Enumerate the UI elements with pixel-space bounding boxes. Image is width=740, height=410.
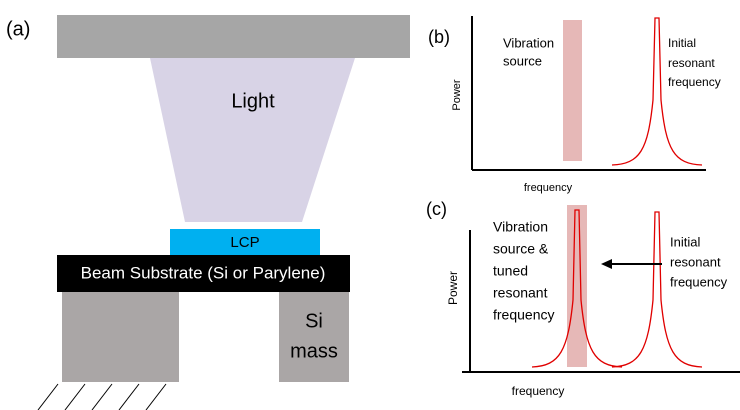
resonance-label: resonant bbox=[668, 56, 715, 70]
si-mass bbox=[279, 292, 349, 382]
source-label: resonant bbox=[493, 285, 548, 301]
lcp-label: LCP bbox=[230, 234, 259, 251]
light-beam bbox=[150, 58, 355, 222]
anchor bbox=[62, 292, 179, 382]
beam-label: Beam Substrate (Si or Parylene) bbox=[81, 263, 326, 282]
shift-arrowhead bbox=[601, 259, 612, 269]
resonance-label: Initial bbox=[670, 234, 700, 249]
mass-label: mass bbox=[290, 340, 338, 362]
source-label: source bbox=[503, 53, 542, 68]
resonance-label: resonant bbox=[670, 254, 721, 269]
resonance-label: frequency bbox=[668, 75, 721, 89]
source-band bbox=[567, 205, 587, 367]
source-label: Vibration bbox=[493, 219, 548, 235]
source-label: tuned bbox=[493, 263, 528, 279]
x-axis-label: frequency bbox=[524, 182, 573, 194]
panel-label: (c) bbox=[426, 199, 447, 219]
resonance-label: frequency bbox=[670, 274, 728, 289]
source-label: frequency bbox=[493, 307, 554, 323]
y-axis-label: Power bbox=[451, 79, 463, 111]
light-source bbox=[57, 15, 410, 58]
y-axis-label: Power bbox=[446, 271, 460, 305]
source-label: Vibration bbox=[503, 35, 554, 50]
x-axis-label: frequency bbox=[512, 384, 565, 398]
mass-label: Si bbox=[305, 310, 323, 332]
panel-label: (a) bbox=[6, 18, 30, 40]
source-label: source & bbox=[493, 241, 549, 257]
light-label: Light bbox=[231, 90, 275, 112]
panel-label: (b) bbox=[428, 27, 450, 47]
ground-hatch bbox=[38, 384, 166, 410]
figure: (a) Light LCP Beam Substrate (Si or Pary… bbox=[0, 0, 740, 410]
source-band bbox=[563, 20, 582, 161]
resonance-label: Initial bbox=[668, 36, 696, 50]
